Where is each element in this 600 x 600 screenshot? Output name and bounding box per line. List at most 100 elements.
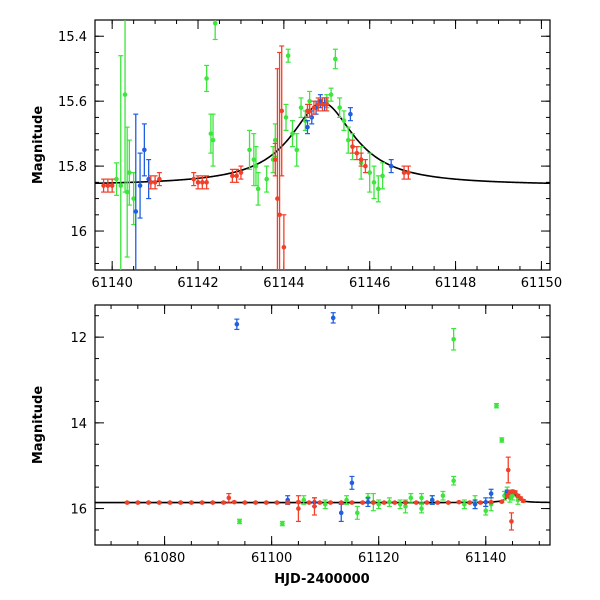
data-point-red	[413, 500, 419, 505]
top-panel-lightcurve-zoom: Magnitude 61140 61142 61144 61146 61148 61150…	[31, 19, 562, 291]
data-point-red	[275, 196, 280, 201]
data-point-green	[403, 504, 408, 509]
data-point-green	[328, 92, 334, 97]
data-point-blue	[483, 499, 489, 505]
x-tick-label: 61100	[251, 551, 292, 566]
data-point-green	[387, 499, 392, 505]
data-point-red	[456, 499, 462, 505]
data-point-green	[462, 501, 467, 507]
panel-1-ticks: 61080 61100 61120 61140 12 14 16	[70, 305, 550, 566]
data-point-green	[255, 186, 261, 192]
data-point-blue	[133, 209, 139, 214]
data-point-red	[354, 150, 360, 156]
data-point-green	[272, 137, 278, 143]
data-point-red	[488, 499, 494, 505]
data-point-red	[315, 102, 321, 107]
data-point-green	[376, 501, 382, 507]
data-point-blue	[234, 321, 240, 327]
x-tick-label: 61080	[144, 551, 185, 566]
x-tick-label: 61148	[435, 276, 476, 291]
data-point-green	[118, 183, 124, 188]
y-tick-label: 15.4	[58, 30, 87, 45]
data-point-green	[345, 137, 351, 143]
data-point-red	[279, 108, 285, 114]
data-point-red	[285, 500, 291, 505]
data-point-green	[341, 118, 347, 123]
data-point-red	[324, 102, 330, 107]
data-point-red	[109, 183, 115, 188]
data-point-red	[317, 500, 323, 505]
data-point-green	[237, 519, 242, 524]
x-tick-label: 61144	[263, 276, 304, 291]
data-point-red	[328, 500, 333, 505]
data-point-red	[238, 170, 244, 175]
data-point-green	[280, 521, 285, 526]
data-point-green	[208, 131, 214, 136]
data-point-green	[298, 105, 304, 110]
data-point-green	[483, 508, 489, 514]
data-point-red	[392, 500, 398, 505]
data-point-red	[478, 500, 483, 505]
data-point-red	[152, 180, 158, 185]
data-point-green	[510, 493, 515, 499]
data-point-red	[512, 489, 518, 495]
data-point-red	[189, 500, 194, 505]
data-point-red	[195, 180, 201, 185]
data-point-red	[281, 244, 287, 250]
data-point-red	[509, 519, 514, 524]
data-point-red	[105, 183, 111, 188]
data-point-green	[408, 495, 414, 501]
data-point-blue	[146, 176, 151, 182]
data-point-red	[263, 500, 269, 505]
data-point-green	[204, 76, 209, 81]
data-point-green	[354, 510, 360, 516]
data-point-green	[499, 437, 505, 443]
data-point-red	[101, 183, 106, 188]
x-tick-label: 61150	[521, 276, 562, 291]
data-point-blue	[365, 499, 371, 505]
data-point-green	[440, 493, 446, 499]
data-point-red	[157, 176, 162, 182]
data-point-red	[148, 180, 154, 185]
data-point-green	[127, 170, 132, 175]
data-point-green	[397, 501, 403, 507]
y-tick-label: 16	[70, 503, 87, 518]
data-point-green	[122, 92, 128, 97]
data-point-red	[146, 500, 151, 505]
panel-0-data	[95, 20, 550, 270]
data-point-green	[131, 196, 136, 201]
data-point-red	[200, 180, 205, 185]
x-tick-label: 61120	[358, 551, 399, 566]
data-point-red	[178, 500, 183, 505]
data-point-red	[403, 500, 408, 505]
data-point-green	[376, 186, 381, 192]
data-point-red	[349, 500, 355, 505]
data-point-green	[253, 163, 259, 169]
y-tick-label: 14	[70, 417, 87, 432]
data-point-green	[290, 131, 295, 136]
data-point-red	[381, 500, 387, 505]
data-point-green	[283, 115, 289, 120]
data-point-red	[520, 498, 526, 504]
data-point-blue	[388, 163, 394, 169]
y-tick-label: 16	[70, 225, 87, 240]
data-point-green	[419, 495, 424, 501]
x-tick-label: 61140	[465, 551, 506, 566]
data-point-blue	[305, 124, 310, 130]
data-point-blue	[488, 491, 494, 496]
data-point-red	[124, 500, 130, 505]
data-point-green	[333, 56, 338, 62]
data-point-red	[467, 500, 473, 505]
data-point-red	[311, 105, 317, 110]
data-point-red	[156, 500, 162, 505]
data-point-red	[363, 163, 368, 169]
data-point-blue	[348, 111, 353, 117]
data-point-green	[451, 336, 456, 342]
data-point-green	[494, 403, 499, 409]
bottom-panel-xlabel: HJD-2400000	[274, 572, 369, 587]
data-point-red	[296, 506, 301, 511]
data-point-green	[337, 105, 342, 110]
data-point-green	[212, 20, 218, 26]
data-point-green	[114, 176, 119, 182]
